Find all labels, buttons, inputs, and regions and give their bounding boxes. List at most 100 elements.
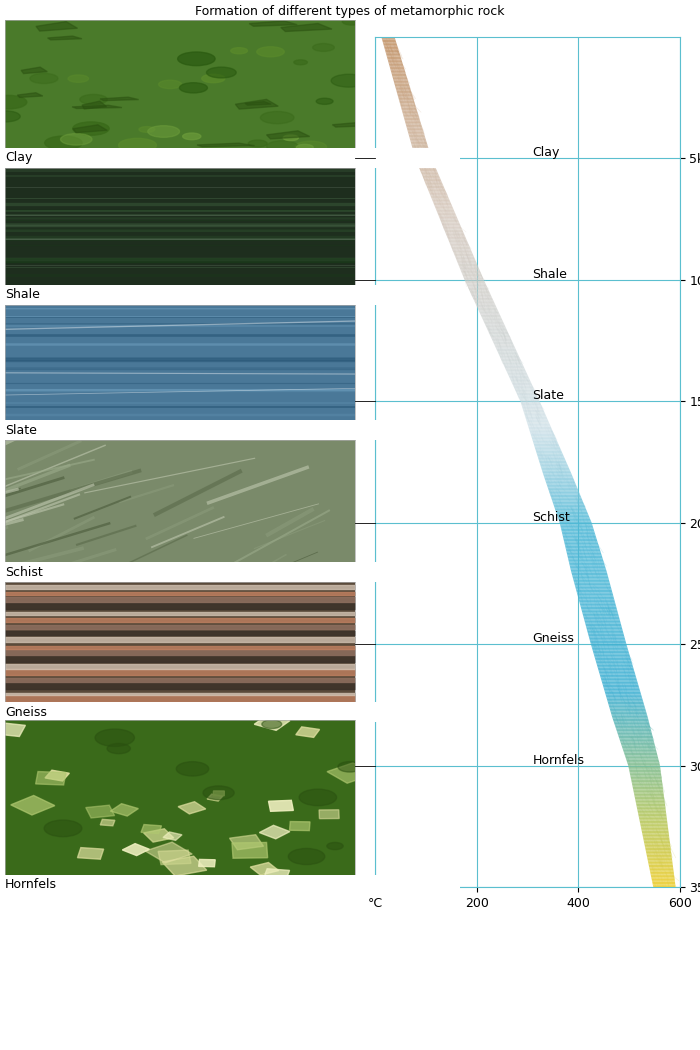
Polygon shape — [435, 207, 453, 208]
Polygon shape — [565, 544, 598, 546]
Polygon shape — [566, 550, 601, 551]
Polygon shape — [561, 530, 594, 531]
Polygon shape — [391, 72, 406, 74]
Polygon shape — [470, 291, 489, 292]
Polygon shape — [576, 591, 612, 592]
Polygon shape — [594, 653, 629, 655]
Polygon shape — [579, 601, 615, 603]
Polygon shape — [526, 418, 547, 419]
Polygon shape — [552, 500, 583, 502]
Polygon shape — [419, 166, 435, 167]
Polygon shape — [517, 394, 537, 396]
Polygon shape — [390, 66, 404, 68]
Polygon shape — [605, 692, 640, 693]
Polygon shape — [414, 155, 431, 158]
Polygon shape — [531, 437, 556, 438]
Polygon shape — [405, 121, 421, 122]
Polygon shape — [637, 810, 666, 811]
Polygon shape — [603, 686, 639, 688]
Polygon shape — [633, 788, 663, 790]
Polygon shape — [583, 616, 620, 617]
Polygon shape — [545, 479, 574, 481]
Polygon shape — [463, 275, 482, 276]
Polygon shape — [640, 823, 668, 825]
Polygon shape — [250, 862, 279, 875]
Polygon shape — [630, 774, 662, 775]
Polygon shape — [454, 252, 473, 254]
Polygon shape — [547, 486, 577, 487]
Circle shape — [257, 47, 284, 57]
Polygon shape — [652, 880, 675, 882]
Polygon shape — [635, 797, 664, 798]
Polygon shape — [631, 777, 662, 778]
Polygon shape — [488, 330, 508, 332]
Polygon shape — [385, 50, 399, 52]
Polygon shape — [541, 467, 569, 469]
Polygon shape — [400, 102, 415, 103]
Polygon shape — [491, 337, 511, 339]
Polygon shape — [558, 518, 590, 519]
Polygon shape — [465, 280, 485, 282]
Polygon shape — [552, 502, 584, 503]
Polygon shape — [395, 85, 409, 86]
Polygon shape — [611, 714, 648, 716]
Polygon shape — [594, 655, 630, 656]
Polygon shape — [463, 276, 483, 277]
Polygon shape — [444, 230, 463, 231]
Polygon shape — [420, 170, 438, 171]
Circle shape — [203, 785, 235, 800]
Polygon shape — [431, 197, 449, 198]
Polygon shape — [627, 762, 659, 764]
Polygon shape — [487, 329, 507, 330]
Polygon shape — [636, 805, 665, 806]
Circle shape — [231, 47, 248, 54]
Polygon shape — [393, 77, 407, 78]
Polygon shape — [480, 312, 499, 313]
Polygon shape — [622, 747, 656, 749]
Circle shape — [183, 133, 201, 140]
Circle shape — [68, 75, 89, 82]
Polygon shape — [625, 755, 658, 757]
Polygon shape — [575, 584, 610, 585]
Polygon shape — [466, 282, 486, 284]
Polygon shape — [296, 727, 320, 737]
Polygon shape — [480, 313, 500, 315]
Polygon shape — [111, 803, 139, 816]
Polygon shape — [401, 107, 416, 109]
Polygon shape — [402, 110, 417, 112]
Polygon shape — [478, 309, 498, 311]
Polygon shape — [391, 69, 405, 70]
Text: Formation of different types of metamorphic rock: Formation of different types of metamorp… — [195, 5, 505, 18]
Polygon shape — [416, 162, 433, 163]
Polygon shape — [505, 368, 524, 369]
Polygon shape — [556, 511, 587, 513]
Polygon shape — [491, 339, 512, 340]
Polygon shape — [477, 307, 496, 308]
Polygon shape — [471, 295, 491, 296]
Polygon shape — [610, 712, 647, 713]
Polygon shape — [573, 579, 609, 580]
Polygon shape — [400, 103, 415, 105]
Polygon shape — [645, 844, 671, 846]
Polygon shape — [647, 856, 672, 858]
Polygon shape — [648, 863, 673, 864]
Polygon shape — [547, 487, 577, 489]
Polygon shape — [419, 167, 436, 169]
Polygon shape — [591, 645, 627, 646]
Polygon shape — [454, 255, 474, 256]
Polygon shape — [402, 109, 417, 110]
Polygon shape — [545, 481, 575, 482]
Polygon shape — [510, 380, 531, 381]
Polygon shape — [468, 288, 488, 289]
Polygon shape — [651, 878, 675, 879]
Polygon shape — [391, 74, 406, 75]
Polygon shape — [158, 850, 191, 864]
Polygon shape — [624, 753, 657, 754]
Polygon shape — [508, 374, 528, 376]
Polygon shape — [485, 324, 505, 326]
Polygon shape — [610, 709, 645, 710]
Polygon shape — [598, 668, 634, 669]
Polygon shape — [435, 208, 454, 210]
Polygon shape — [582, 609, 617, 611]
Polygon shape — [584, 620, 620, 621]
